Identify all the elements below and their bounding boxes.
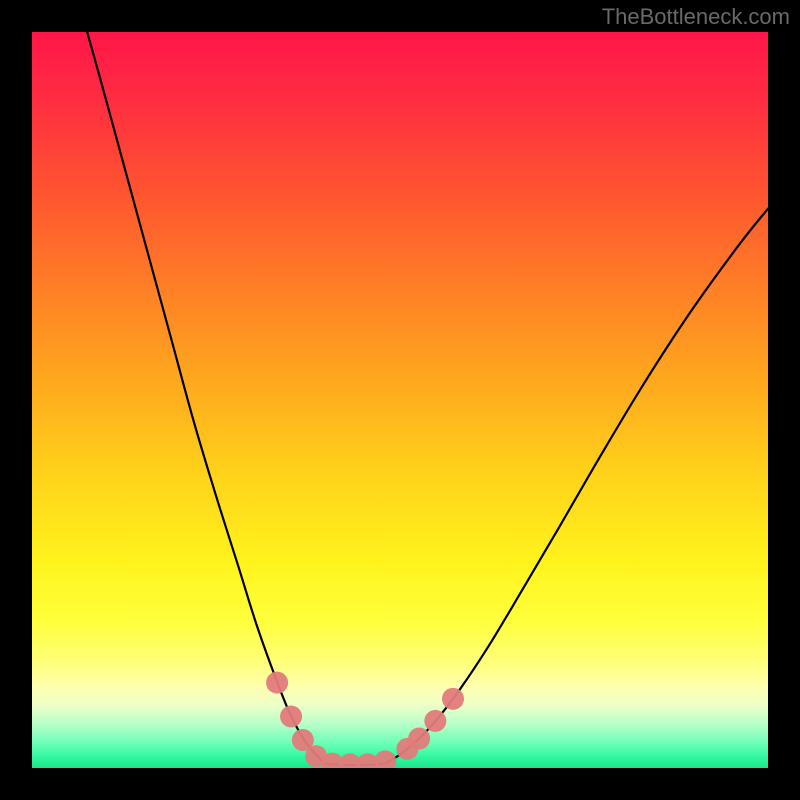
watermark-text: TheBottleneck.com — [602, 4, 790, 30]
data-marker — [424, 710, 446, 732]
data-marker — [442, 688, 464, 710]
chart-frame: TheBottleneck.com — [0, 0, 800, 800]
data-marker — [280, 705, 302, 727]
gradient-background — [32, 32, 768, 768]
plot-area — [32, 32, 768, 768]
chart-svg — [32, 32, 768, 768]
data-marker — [408, 728, 430, 750]
data-marker — [266, 672, 288, 694]
